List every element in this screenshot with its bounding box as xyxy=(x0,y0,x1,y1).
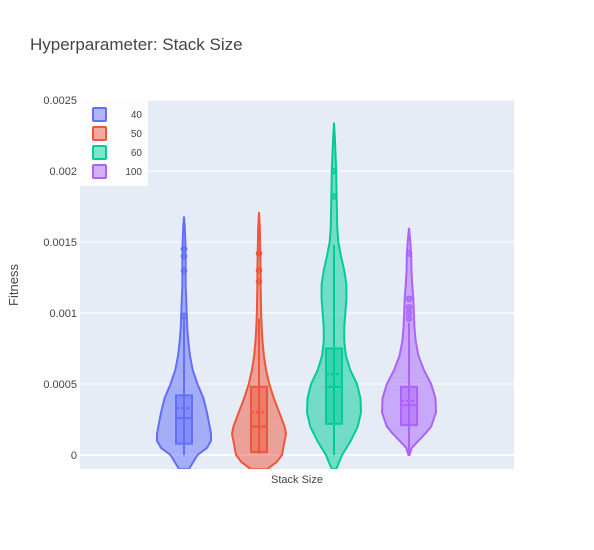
legend-item-60[interactable]: 60 xyxy=(92,145,143,160)
y-axis-title: Fitness xyxy=(6,264,21,306)
legend-swatch xyxy=(92,145,107,160)
outlier-point xyxy=(405,250,413,257)
box xyxy=(250,385,268,454)
outlier-point xyxy=(180,267,188,274)
legend-background xyxy=(80,100,148,186)
violin-60[interactable] xyxy=(305,122,363,469)
legend-swatch xyxy=(92,107,107,122)
outlier-point xyxy=(330,193,338,200)
violin-100[interactable] xyxy=(380,227,438,456)
legend-item-100[interactable]: 100 xyxy=(92,164,142,179)
y-tick-label: 0.0015 xyxy=(43,237,77,249)
legend-label: 50 xyxy=(131,129,143,140)
y-tick-label: 0.002 xyxy=(49,166,77,178)
legend-label: 60 xyxy=(131,148,143,159)
x-axis-title: Stack Size xyxy=(271,474,323,486)
box xyxy=(175,394,193,445)
outlier-point xyxy=(405,309,413,317)
legend-swatch xyxy=(92,164,107,179)
outlier-point xyxy=(405,295,413,303)
gridlines xyxy=(80,99,514,456)
violin-50[interactable] xyxy=(230,212,288,469)
y-tick-label: 0.001 xyxy=(49,308,77,320)
legend-item-50[interactable]: 50 xyxy=(92,126,143,141)
outlier-point xyxy=(180,252,188,260)
outlier-point xyxy=(255,278,263,286)
legend-swatch xyxy=(92,126,107,141)
y-axis-ticks: 0 0.0005 0.001 0.0015 0.002 0.0025 xyxy=(43,95,77,462)
outlier-point xyxy=(180,245,188,253)
chart-title: Hyperparameter: Stack Size xyxy=(30,35,243,54)
y-tick-label: 0.0005 xyxy=(43,379,77,391)
outlier-point xyxy=(330,167,338,175)
plot-area xyxy=(80,100,514,469)
outlier-point xyxy=(405,304,413,311)
outlier-point xyxy=(180,312,188,320)
outlier-point xyxy=(255,250,263,257)
violins xyxy=(156,122,438,469)
outlier-point xyxy=(255,267,263,274)
violin-40[interactable] xyxy=(156,216,212,469)
legend-label: 40 xyxy=(131,110,143,121)
legend-item-40[interactable]: 40 xyxy=(92,107,143,122)
y-tick-label: 0.0025 xyxy=(43,95,77,107)
y-tick-label: 0 xyxy=(71,450,77,462)
legend-label: 100 xyxy=(125,167,142,178)
legend[interactable]: 40 50 60 100 xyxy=(80,100,148,186)
outlier-point xyxy=(405,315,413,322)
